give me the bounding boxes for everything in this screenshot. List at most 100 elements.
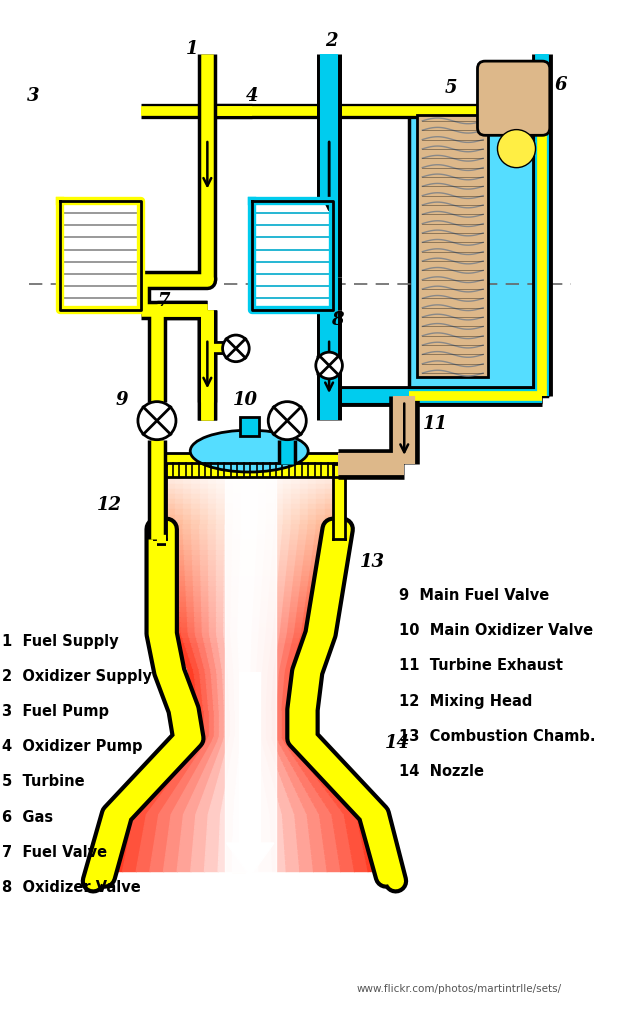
Polygon shape xyxy=(224,577,232,582)
Polygon shape xyxy=(229,701,235,706)
Polygon shape xyxy=(177,768,189,773)
Polygon shape xyxy=(166,846,180,851)
Polygon shape xyxy=(128,841,142,846)
Polygon shape xyxy=(308,509,316,515)
Polygon shape xyxy=(291,597,299,603)
Polygon shape xyxy=(175,540,184,545)
Polygon shape xyxy=(258,819,270,825)
Polygon shape xyxy=(233,819,246,825)
Polygon shape xyxy=(246,608,253,613)
Polygon shape xyxy=(183,484,191,489)
Polygon shape xyxy=(173,628,181,633)
Polygon shape xyxy=(208,660,215,665)
Polygon shape xyxy=(204,731,209,737)
Polygon shape xyxy=(275,469,283,474)
Polygon shape xyxy=(184,660,192,665)
Text: 13: 13 xyxy=(360,553,384,571)
Polygon shape xyxy=(215,758,224,763)
Polygon shape xyxy=(272,731,277,737)
Polygon shape xyxy=(186,804,200,809)
Polygon shape xyxy=(170,819,183,825)
Text: 12  Mixing Head: 12 Mixing Head xyxy=(399,694,533,709)
Polygon shape xyxy=(278,643,285,650)
Polygon shape xyxy=(192,758,203,763)
Polygon shape xyxy=(337,851,352,856)
Polygon shape xyxy=(269,660,276,665)
Polygon shape xyxy=(258,479,266,484)
Polygon shape xyxy=(253,608,261,613)
Polygon shape xyxy=(291,457,299,463)
Polygon shape xyxy=(318,768,330,773)
Polygon shape xyxy=(230,731,235,737)
Polygon shape xyxy=(209,592,216,597)
Polygon shape xyxy=(234,685,240,691)
Polygon shape xyxy=(259,851,272,856)
Polygon shape xyxy=(289,685,295,691)
Polygon shape xyxy=(232,830,246,836)
Polygon shape xyxy=(192,701,198,706)
Polygon shape xyxy=(275,479,283,484)
Polygon shape xyxy=(198,779,210,784)
Polygon shape xyxy=(277,721,282,726)
Polygon shape xyxy=(208,525,216,530)
Polygon shape xyxy=(279,572,287,577)
Polygon shape xyxy=(174,804,189,809)
Polygon shape xyxy=(216,577,224,582)
Polygon shape xyxy=(218,856,232,861)
Polygon shape xyxy=(299,525,308,530)
Polygon shape xyxy=(301,577,310,582)
Polygon shape xyxy=(277,768,288,773)
Polygon shape xyxy=(246,779,255,784)
Polygon shape xyxy=(201,572,209,577)
Polygon shape xyxy=(294,628,303,633)
Polygon shape xyxy=(316,457,325,463)
Polygon shape xyxy=(189,737,198,743)
Polygon shape xyxy=(303,804,316,809)
Polygon shape xyxy=(303,567,311,572)
Polygon shape xyxy=(300,587,308,592)
Polygon shape xyxy=(203,753,213,758)
Polygon shape xyxy=(232,650,239,655)
Polygon shape xyxy=(316,577,325,582)
Polygon shape xyxy=(285,582,294,587)
Polygon shape xyxy=(293,660,301,665)
Polygon shape xyxy=(165,773,177,779)
Polygon shape xyxy=(208,819,220,825)
Polygon shape xyxy=(186,592,194,597)
Polygon shape xyxy=(266,721,272,726)
Polygon shape xyxy=(218,643,225,650)
Polygon shape xyxy=(187,613,195,618)
Polygon shape xyxy=(233,457,241,463)
Polygon shape xyxy=(192,557,201,562)
Polygon shape xyxy=(191,643,199,650)
Polygon shape xyxy=(266,525,275,530)
Polygon shape xyxy=(251,685,256,691)
Text: 9  Main Fuel Valve: 9 Main Fuel Valve xyxy=(399,588,549,604)
Polygon shape xyxy=(261,706,266,711)
Polygon shape xyxy=(309,758,321,763)
Polygon shape xyxy=(233,540,241,545)
Polygon shape xyxy=(192,535,200,540)
Polygon shape xyxy=(270,577,279,582)
Polygon shape xyxy=(200,463,208,469)
Polygon shape xyxy=(206,748,215,753)
Polygon shape xyxy=(185,784,198,789)
Polygon shape xyxy=(270,819,283,825)
Polygon shape xyxy=(246,758,253,763)
Polygon shape xyxy=(267,799,280,804)
Polygon shape xyxy=(277,731,282,737)
Polygon shape xyxy=(287,794,300,799)
Polygon shape xyxy=(166,479,175,484)
Polygon shape xyxy=(291,779,302,784)
Polygon shape xyxy=(314,592,323,597)
Polygon shape xyxy=(229,675,234,680)
Polygon shape xyxy=(113,846,128,851)
Polygon shape xyxy=(196,691,202,696)
Polygon shape xyxy=(120,819,133,825)
Polygon shape xyxy=(275,660,282,665)
Polygon shape xyxy=(291,489,299,494)
Polygon shape xyxy=(329,794,344,799)
Polygon shape xyxy=(283,489,291,494)
Polygon shape xyxy=(127,804,142,809)
Polygon shape xyxy=(275,520,283,525)
